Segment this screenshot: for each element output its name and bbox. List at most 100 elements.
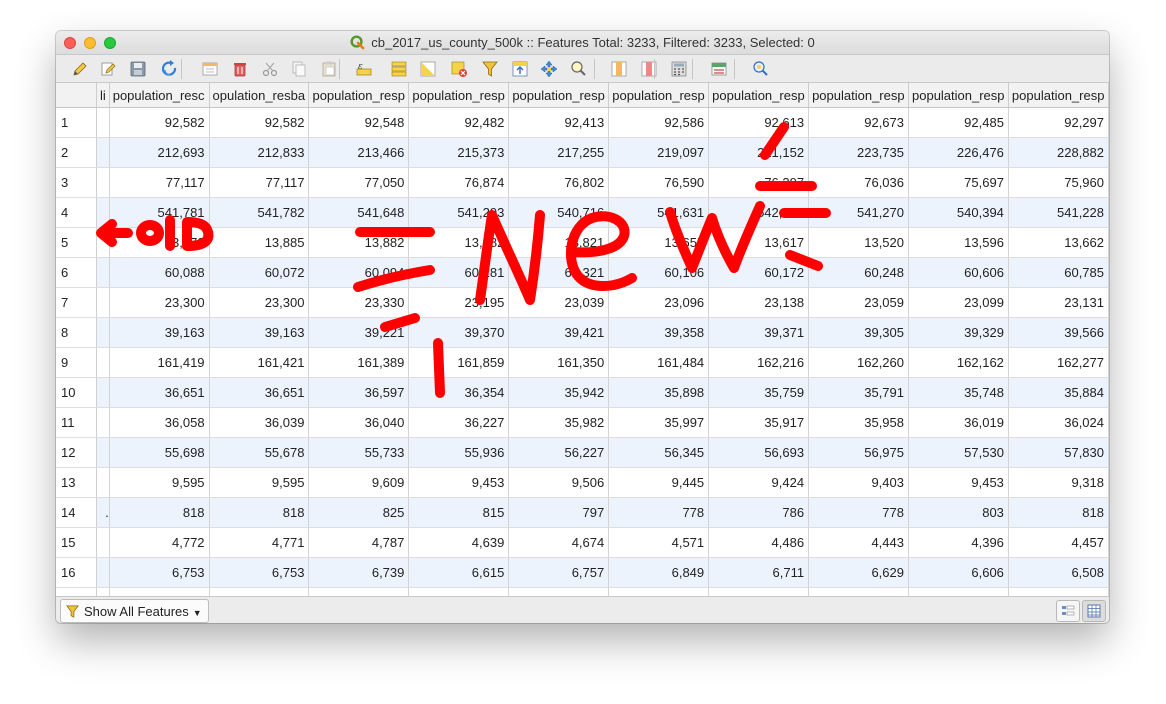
table-cell[interactable]: 55,936: [408, 437, 510, 468]
table-cell[interactable]: 162,260: [808, 347, 909, 378]
table-cell[interactable]: [308, 587, 410, 596]
move-selection-top-button[interactable]: [510, 59, 530, 79]
table-cell[interactable]: 9,445: [608, 467, 710, 498]
invert-selection-button[interactable]: [418, 59, 438, 79]
truncated-cell[interactable]: [96, 437, 110, 468]
table-cell[interactable]: 60,172: [708, 257, 810, 288]
table-cell[interactable]: [608, 587, 710, 596]
truncated-cell[interactable]: [96, 197, 110, 228]
table-cell[interactable]: 36,024: [1008, 407, 1109, 438]
table-row[interactable]: 4 541,781 541,782 541,648 541,293 540,716 541,…: [56, 197, 1109, 228]
table-cell[interactable]: 13,596: [908, 227, 1009, 258]
table-cell[interactable]: 4,571: [608, 527, 710, 558]
table-cell[interactable]: 35,982: [508, 407, 610, 438]
table-cell[interactable]: 4,396: [908, 527, 1009, 558]
table-cell[interactable]: 786: [708, 497, 810, 528]
delete-selected-button[interactable]: [230, 59, 250, 79]
truncated-cell[interactable]: [96, 257, 110, 288]
paste-button[interactable]: [319, 59, 339, 79]
table-cell[interactable]: 4,787: [308, 527, 410, 558]
table-cell[interactable]: 540,716: [508, 197, 610, 228]
table-row[interactable]: 15 4,772 4,771 4,787 4,639 4,674 4,571 4,486 4,4…: [56, 527, 1109, 558]
table-cell[interactable]: 39,358: [608, 317, 710, 348]
corner-header[interactable]: [56, 83, 97, 108]
table-cell[interactable]: 9,424: [708, 467, 810, 498]
row-header[interactable]: 9: [56, 347, 97, 378]
table-cell[interactable]: 76,802: [508, 167, 610, 198]
table-row[interactable]: 7 23,300 23,300 23,330 23,195 23,039 23,096 23,…: [56, 287, 1109, 318]
table-cell[interactable]: [808, 587, 909, 596]
table-row[interactable]: 9 161,419 161,421 161,389 161,859 161,350 161,…: [56, 347, 1109, 378]
table-cell[interactable]: 4,486: [708, 527, 810, 558]
table-cell[interactable]: 9,403: [808, 467, 909, 498]
table-cell[interactable]: 77,117: [109, 167, 210, 198]
table-row[interactable]: 2 212,693 212,833 213,466 215,373 217,255 219,…: [56, 137, 1109, 168]
table-cell[interactable]: 6,629: [808, 557, 909, 588]
table-cell[interactable]: 541,228: [1008, 197, 1109, 228]
table-row[interactable]: 11 36,058 36,039 36,040 36,227 35,982 35,997 35…: [56, 407, 1109, 438]
table-cell[interactable]: 215,373: [408, 137, 510, 168]
truncated-cell[interactable]: [96, 287, 110, 318]
table-cell[interactable]: 60,072: [209, 257, 310, 288]
row-header[interactable]: 7: [56, 287, 97, 318]
table-cell[interactable]: 36,227: [408, 407, 510, 438]
table-cell[interactable]: [109, 587, 210, 596]
table-cell[interactable]: 818: [1008, 497, 1109, 528]
table-cell[interactable]: 4,772: [109, 527, 210, 558]
close-window-button[interactable]: [64, 37, 76, 49]
table-cell[interactable]: 56,227: [508, 437, 610, 468]
table-cell[interactable]: 23,131: [1008, 287, 1109, 318]
table-cell[interactable]: 162,216: [708, 347, 810, 378]
deselect-all-button[interactable]: [449, 59, 469, 79]
table-cell[interactable]: 13,882: [408, 227, 510, 258]
table-cell[interactable]: 39,163: [109, 317, 210, 348]
truncated-cell[interactable]: [96, 107, 110, 138]
table-cell[interactable]: 4,457: [1008, 527, 1109, 558]
table-cell[interactable]: 39,329: [908, 317, 1009, 348]
table-cell[interactable]: [1008, 587, 1109, 596]
table-cell[interactable]: 6,849: [608, 557, 710, 588]
table-cell[interactable]: 35,997: [608, 407, 710, 438]
table-cell[interactable]: 23,330: [308, 287, 410, 318]
table-cell[interactable]: 221,152: [708, 137, 810, 168]
table-cell[interactable]: 36,019: [908, 407, 1009, 438]
table-cell[interactable]: 35,898: [608, 377, 710, 408]
table-cell[interactable]: 39,305: [808, 317, 909, 348]
table-cell[interactable]: 77,050: [308, 167, 410, 198]
table-cell[interactable]: 9,595: [109, 467, 210, 498]
table-cell[interactable]: 60,106: [608, 257, 710, 288]
table-cell[interactable]: 815: [408, 497, 510, 528]
table-cell[interactable]: 36,651: [209, 377, 310, 408]
table-cell[interactable]: 36,040: [308, 407, 410, 438]
table-cell[interactable]: 9,453: [908, 467, 1009, 498]
table-cell[interactable]: 75,697: [908, 167, 1009, 198]
table-cell[interactable]: 76,036: [808, 167, 909, 198]
row-header[interactable]: 3: [56, 167, 97, 198]
table-cell[interactable]: 55,733: [308, 437, 410, 468]
row-header[interactable]: 11: [56, 407, 97, 438]
table-view-button[interactable]: [1082, 600, 1106, 622]
table-cell[interactable]: 13,882: [308, 227, 410, 258]
truncated-cell[interactable]: [96, 587, 110, 596]
row-header[interactable]: 12: [56, 437, 97, 468]
table-cell[interactable]: 36,354: [408, 377, 510, 408]
table-cell[interactable]: 35,759: [708, 377, 810, 408]
table-cell[interactable]: 825: [308, 497, 410, 528]
table-cell[interactable]: 13,617: [708, 227, 810, 258]
table-cell[interactable]: 4,443: [808, 527, 909, 558]
table-cell[interactable]: 57,830: [1008, 437, 1109, 468]
table-row[interactable]: 16 6,753 6,753 6,739 6,615 6,757 6,849 6,711 6,6…: [56, 557, 1109, 588]
table-cell[interactable]: 57,530: [908, 437, 1009, 468]
table-cell[interactable]: 162,162: [908, 347, 1009, 378]
table-cell[interactable]: 13,872: [109, 227, 210, 258]
table-row[interactable]: 6 60,088 60,072 60,094 60,281 60,321 60,106 60,…: [56, 257, 1109, 288]
table-cell[interactable]: 92,413: [508, 107, 610, 138]
table-cell[interactable]: 161,859: [408, 347, 510, 378]
table-row[interactable]: 12 55,698 55,678 55,733 55,936 56,227 56,345 56…: [56, 437, 1109, 468]
table-cell[interactable]: 39,221: [308, 317, 410, 348]
table-cell[interactable]: 797: [508, 497, 610, 528]
row-header[interactable]: 15: [56, 527, 97, 558]
truncated-cell[interactable]: [96, 137, 110, 168]
table-cell[interactable]: 92,482: [408, 107, 510, 138]
conditional-format-button[interactable]: [709, 59, 729, 79]
